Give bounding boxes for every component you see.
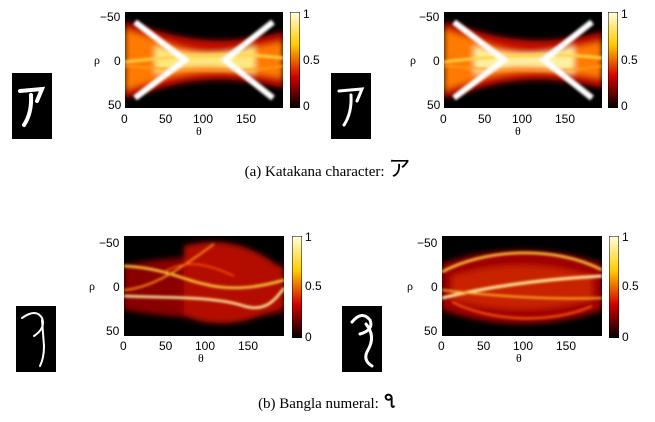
- sinogram-a-right: [444, 12, 602, 108]
- x-tick-b-right-50: 50: [477, 339, 491, 353]
- x-tick-a-right-150: 150: [555, 112, 576, 126]
- x-label-b-left: θ: [198, 351, 204, 365]
- caption-a-glyph: ア: [388, 156, 411, 181]
- cbar-a-left-tick-0: 0: [303, 99, 310, 113]
- cbar-a-left-tick-05: 0.5: [303, 53, 320, 67]
- bangla-input-image-right: [342, 306, 382, 372]
- y-label-a-left: ρ: [94, 53, 100, 67]
- y-tick-b-right-n50: −50: [417, 236, 438, 250]
- x-tick-a-right-0: 0: [440, 112, 447, 126]
- sinogram-a-left: [125, 12, 283, 108]
- colorbar-b-right: [609, 236, 619, 338]
- sinogram-a-left-image: [125, 12, 283, 108]
- cbar-a-right-tick-0: 0: [621, 99, 628, 113]
- x-label-a-left: θ: [196, 124, 202, 138]
- bangla-input-image-left: [16, 306, 56, 372]
- sinogram-a-right-image: [444, 12, 602, 108]
- y-label-a-right: ρ: [410, 53, 416, 67]
- y-tick-a-left-n50: −50: [100, 10, 121, 24]
- sinogram-b-left: [124, 236, 284, 336]
- x-tick-a-left-50: 50: [159, 112, 173, 126]
- x-label-b-right: θ: [516, 351, 522, 365]
- y-tick-b-left-n50: −50: [99, 236, 120, 250]
- caption-b-text: (b) Bangla numeral:: [258, 396, 383, 412]
- cbar-a-right-tick-1: 1: [621, 7, 628, 21]
- x-label-a-right: θ: [515, 124, 521, 138]
- x-tick-a-left-150: 150: [236, 112, 257, 126]
- x-tick-a-left-100: 100: [193, 112, 214, 126]
- y-tick-b-left-50: 50: [106, 324, 120, 338]
- caption-b-glyph: ৭: [382, 388, 397, 413]
- caption-a-text: (a) Katakana character:: [244, 164, 389, 180]
- x-tick-b-left-0: 0: [120, 339, 127, 353]
- colorbar-a-right: [608, 12, 618, 108]
- x-tick-b-right-150: 150: [556, 339, 577, 353]
- y-tick-a-right-0: 0: [433, 54, 440, 68]
- x-tick-b-left-50: 50: [159, 339, 173, 353]
- x-tick-a-right-100: 100: [512, 112, 533, 126]
- cbar-b-left-tick-1: 1: [305, 230, 312, 244]
- cbar-b-right-tick-0: 0: [622, 330, 629, 344]
- katakana-input-image-left: [12, 73, 52, 139]
- cbar-b-right-tick-1: 1: [622, 230, 629, 244]
- sinogram-b-right: [442, 236, 602, 336]
- colorbar-a-left: [290, 12, 300, 108]
- caption-b: (b) Bangla numeral: ৭: [0, 390, 655, 413]
- x-tick-b-right-100: 100: [513, 339, 534, 353]
- cbar-b-right-tick-05: 0.5: [622, 279, 639, 293]
- y-label-b-left: ρ: [89, 279, 95, 293]
- sinogram-b-right-image: [442, 236, 602, 336]
- x-tick-b-left-100: 100: [195, 339, 216, 353]
- cbar-a-right-tick-05: 0.5: [621, 53, 638, 67]
- x-tick-b-right-0: 0: [438, 339, 445, 353]
- y-tick-a-right-n50: −50: [419, 10, 440, 24]
- caption-a: (a) Katakana character: ア: [0, 158, 655, 181]
- y-tick-a-right-50: 50: [427, 98, 441, 112]
- cbar-a-left-tick-1: 1: [303, 7, 310, 21]
- y-label-b-right: ρ: [407, 279, 413, 293]
- x-tick-a-left-0: 0: [121, 112, 128, 126]
- katakana-input-image-right: [331, 73, 371, 139]
- x-tick-a-right-50: 50: [478, 112, 492, 126]
- y-tick-b-right-0: 0: [431, 280, 438, 294]
- y-tick-b-right-50: 50: [424, 324, 438, 338]
- sinogram-b-left-image: [124, 236, 284, 336]
- x-tick-b-left-150: 150: [238, 339, 259, 353]
- colorbar-b-left: [292, 236, 302, 338]
- y-tick-a-left-50: 50: [108, 98, 122, 112]
- cbar-b-left-tick-0: 0: [305, 330, 312, 344]
- y-tick-b-left-0: 0: [113, 280, 120, 294]
- cbar-b-left-tick-05: 0.5: [305, 279, 322, 293]
- y-tick-a-left-0: 0: [114, 54, 121, 68]
